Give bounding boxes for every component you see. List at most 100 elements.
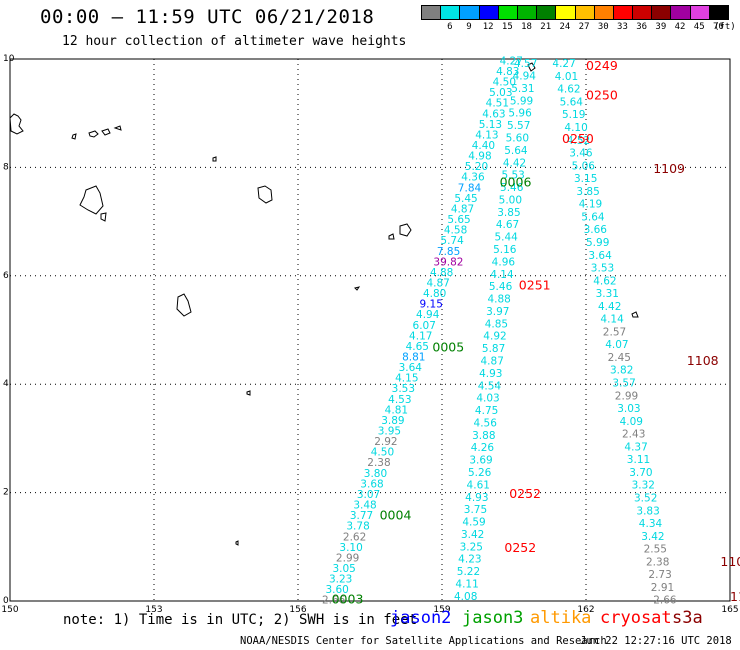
swh-value: 5.74 (440, 235, 464, 247)
swh-value: 2.99 (615, 390, 638, 402)
legend-label: 42 (674, 22, 686, 32)
credit-text: NOAA/NESDIS Center for Satellite Applica… (240, 635, 607, 647)
swh-value: 4.92 (483, 331, 506, 343)
swh-value: 4.56 (474, 417, 498, 429)
swh-value: 4.26 (471, 442, 495, 454)
swh-value: 3.85 (576, 186, 599, 198)
swh-value: 3.85 (497, 207, 520, 219)
swh-value: 4.52 (567, 135, 590, 147)
pass-time-label: 0250 (586, 88, 618, 103)
swh-value: 4.19 (579, 199, 602, 211)
lon-tick-label: 165 (721, 605, 738, 615)
swh-value: 5.00 (499, 194, 522, 206)
swh-value: 5.19 (562, 109, 585, 121)
lat-tick-label: 10 (3, 54, 15, 64)
swh-value: 5.65 (447, 214, 470, 226)
swh-value: 3.69 (469, 455, 492, 467)
swh-value: 4.98 (468, 151, 491, 163)
swh-value: 5.13 (479, 119, 502, 131)
swh-value: 5.64 (560, 96, 584, 108)
swh-value: 4.61 (467, 479, 490, 491)
swh-value: 5.45 (454, 193, 477, 205)
swh-value: 3.57 (612, 378, 635, 390)
swh-value: 7.84 (458, 182, 482, 194)
legend-label: 24 (559, 22, 571, 32)
swh-value: 4.87 (426, 277, 449, 289)
swh-value: 2.45 (608, 352, 631, 364)
swh-value: 4.37 (624, 441, 647, 453)
swh-value: 4.51 (486, 98, 509, 110)
swh-value: 3.89 (381, 415, 404, 427)
swh-value: 4.93 (479, 368, 502, 380)
swh-value: 3.42 (641, 531, 664, 543)
swh-value: 4.87 (451, 203, 474, 215)
swh-value: 2.38 (646, 556, 669, 568)
lat-tick-label: 0 (3, 596, 9, 606)
legend-unit: (ft) (714, 22, 736, 32)
swh-value: 3.60 (325, 584, 348, 596)
axis-labels: 150 153 156 159 162 165 0 2 4 6 8 10 (1, 54, 738, 615)
swh-value: 3.48 (353, 500, 376, 512)
pass-time-label: 0250 (562, 131, 594, 146)
swh-value: 4.85 (485, 318, 508, 330)
swh-value: 3.53 (392, 383, 415, 395)
legend-label: 12 (482, 22, 494, 32)
swh-value: 4.50 (371, 447, 394, 459)
swh-value: 4.83 (496, 66, 519, 78)
satellite-label-jason3: jason3 (462, 608, 524, 628)
swh-value: 3.68 (360, 478, 383, 490)
swh-value: 5.03 (489, 87, 512, 99)
swh-value: 3.64 (399, 362, 423, 374)
swh-value: 4.27 (500, 55, 523, 67)
legend-label: 39 (655, 22, 667, 32)
legend-label: 18 (521, 22, 532, 32)
pass-time-label: 1107 (720, 554, 740, 569)
swh-value: 4.93 (465, 492, 488, 504)
swh-value: 5.20 (465, 161, 488, 173)
swh-value: 4.58 (444, 225, 467, 237)
island-outline (246, 390, 251, 396)
swh-value: 3.42 (461, 529, 484, 541)
color-legend: 6 9 12 15 18 21 24 27 30 33 36 39 42 45 70 (421, 5, 729, 37)
swh-value: 5.57 (507, 120, 530, 132)
swh-value: 5.46 (500, 182, 524, 194)
legend-swatch (708, 5, 729, 20)
swh-value: 3.97 (486, 306, 509, 318)
lat-tick-label: 6 (3, 271, 9, 281)
swh-value: 3.64 (588, 250, 612, 262)
swh-value: 3.07 (357, 489, 380, 501)
swh-value: 5.06 (572, 160, 596, 172)
island-outline (71, 133, 77, 140)
satellite-label-altika: altika (530, 608, 592, 628)
swh-value: 4.94 (416, 309, 440, 321)
swh-value: 5.60 (506, 132, 529, 144)
island-outline (388, 233, 395, 240)
island-outline (9, 113, 24, 135)
swh-value: 4.87 (481, 355, 504, 367)
swh-value: 3.83 (636, 505, 659, 517)
pass-time-label: 0249 (586, 58, 618, 73)
swh-value: 3.03 (617, 403, 640, 415)
swh-value: 4.09 (620, 416, 643, 428)
swh-value: 3.15 (574, 173, 597, 185)
island-outline (235, 540, 239, 546)
swh-value: 4.96 (492, 256, 516, 268)
swh-value: 3.46 (569, 148, 593, 160)
swh-value: 5.99 (510, 95, 533, 107)
swh-value: 3.78 (346, 521, 369, 533)
swh-value: 9.15 (420, 299, 443, 311)
swh-value: 4.42 (503, 157, 526, 169)
footer-note: note: 1) Time is in UTC; 2) SWH is in fe… (63, 612, 418, 628)
pass-time-label: 0004 (380, 508, 412, 523)
swh-value: 39.82 (433, 256, 463, 268)
swh-value: 3.25 (460, 541, 483, 553)
swh-value: 3.23 (329, 574, 352, 586)
island-outline (79, 185, 104, 215)
legend-label: 27 (578, 22, 590, 32)
swh-value: 3.88 (472, 430, 495, 442)
legend-label: 33 (617, 22, 628, 32)
swh-value: 4.40 (472, 140, 495, 152)
swh-value: 2.73 (648, 569, 671, 581)
swh-value: 5.64 (504, 145, 528, 157)
swh-value: 4.13 (475, 129, 498, 141)
